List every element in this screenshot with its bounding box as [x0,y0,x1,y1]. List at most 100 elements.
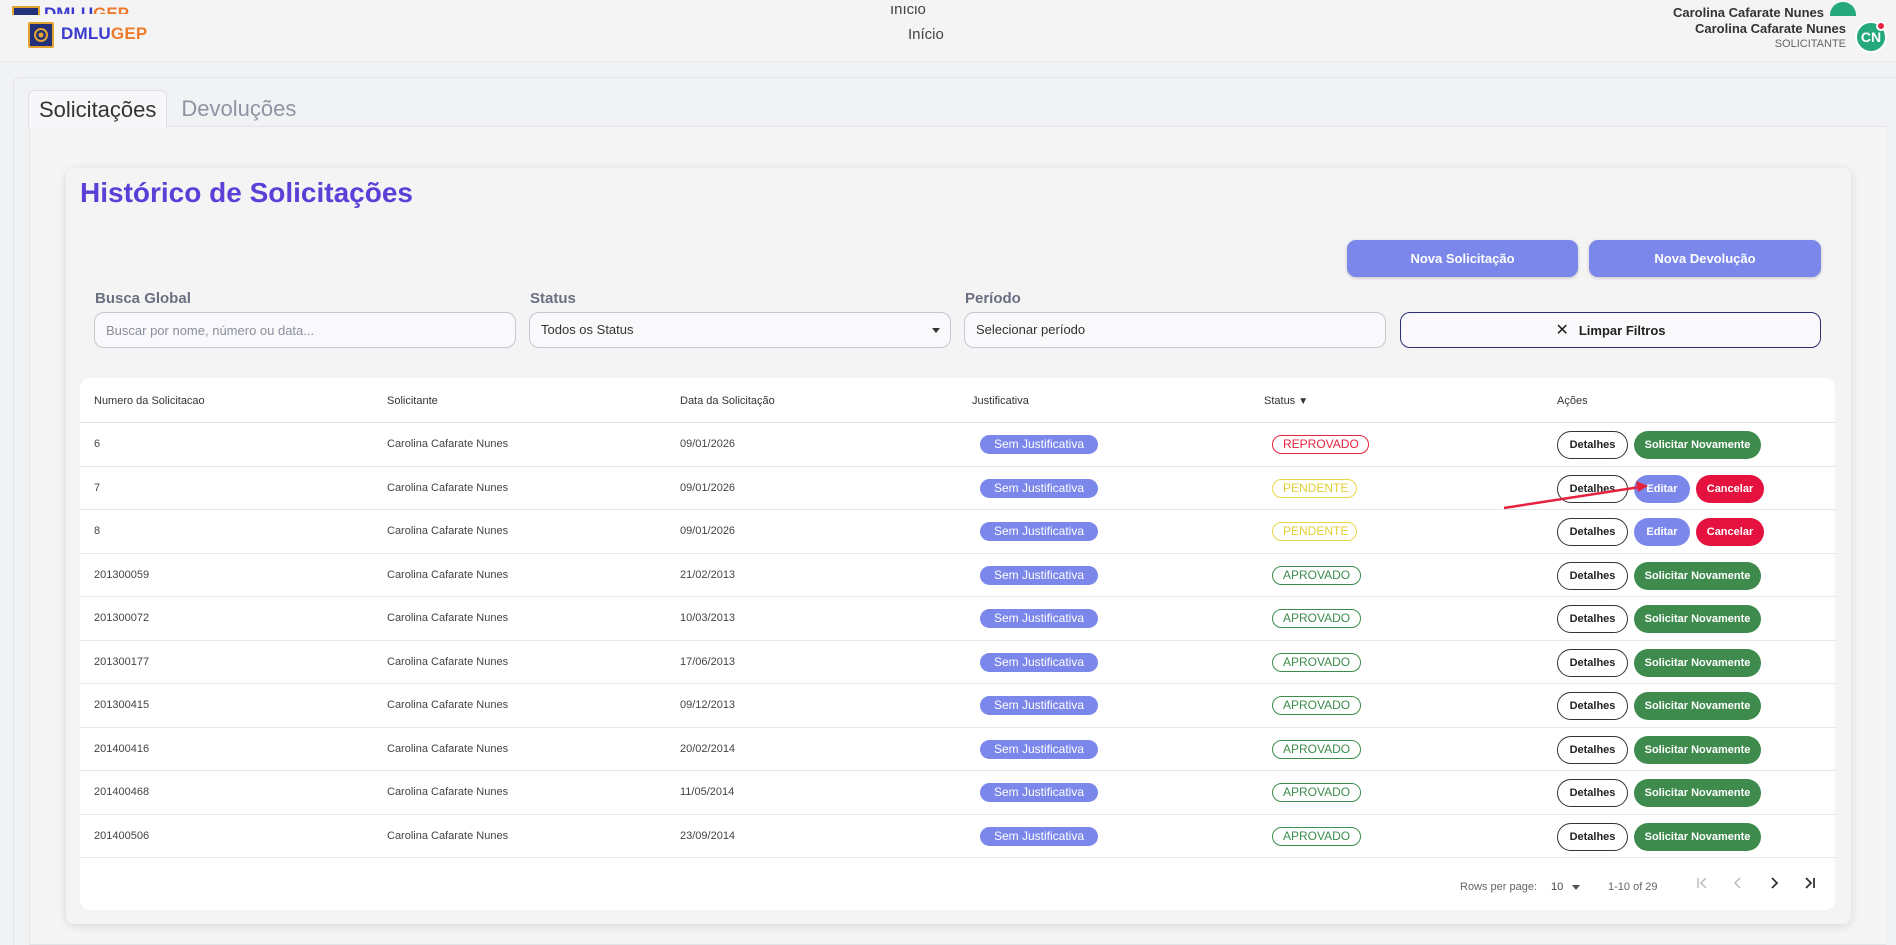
cell-data: 10/03/2013 [680,612,736,624]
cell-numero: 201300059 [94,568,150,581]
justification-badge: Sem Justificativa [980,652,1098,672]
table-row: 201300072 Carolina Cafarate Nunes 10/03/20… [80,597,1835,641]
details-button[interactable]: Detalhes [1557,822,1628,851]
justification-badge: Sem Justificativa [980,783,1098,802]
tab-solicitacoes[interactable]: Solicitações [28,90,168,128]
col-status[interactable]: Status ▼ [1264,395,1308,407]
justification-badge: Sem Justificativa [980,609,1098,628]
cell-solicitante: Carolina Cafarate Nunes [387,481,509,494]
ghost-user-name: Carolina Cafarate Nunes [1673,5,1824,17]
cell-numero: 201300072 [94,612,150,624]
request-again-button[interactable]: Solicitar Novamente [1634,561,1761,590]
cell-numero: 201300415 [94,699,150,711]
cell-solicitante: Carolina Cafarate Nunes [387,829,509,842]
cell-data: 09/01/2026 [680,481,736,494]
pagination-range: 1-10 of 29 [1608,881,1658,893]
sort-desc-icon: ▼ [1298,396,1309,407]
user-name: Carolina Cafarate Nunes [1695,21,1846,36]
cell-numero: 7 [94,481,101,494]
app-brand[interactable]: DMLUGEP [61,24,147,44]
ghost-logo-icon [12,6,40,15]
request-again-button[interactable]: Solicitar Novamente [1634,779,1761,807]
cell-data: 09/01/2026 [680,438,736,450]
ghost-avatar [1830,2,1856,16]
nav-home[interactable]: Início [908,26,944,43]
edit-button[interactable]: Editar [1634,474,1690,503]
cell-data: 09/12/2013 [680,699,736,711]
status-badge: APROVADO [1272,652,1361,672]
details-button[interactable]: Detalhes [1557,735,1628,764]
avatar[interactable]: CN [1855,21,1887,53]
details-button[interactable]: Detalhes [1557,779,1628,807]
cancel-button[interactable]: Cancelar [1696,518,1764,546]
cell-numero: 6 [94,438,101,450]
cell-numero: 8 [94,525,101,537]
table-row: 201400416 Carolina Cafarate Nunes 20/02/20… [80,728,1835,771]
details-button[interactable]: Detalhes [1557,474,1628,503]
request-again-button[interactable]: Solicitar Novamente [1634,822,1761,851]
first-page-icon[interactable] [1692,876,1712,896]
details-button[interactable]: Detalhes [1557,605,1628,633]
table-row: 201400506 Carolina Cafarate Nunes 23/09/20… [80,815,1835,858]
table-row: 6 Carolina Cafarate Nunes 09/01/2026 Sem Ju… [80,423,1835,467]
last-page-icon[interactable] [1800,876,1820,896]
status-select-value: Todos os Status [541,322,634,337]
period-label: Período [965,290,1021,307]
request-again-button[interactable]: Solicitar Novamente [1634,605,1761,633]
pagination-bar: Rows per page: 10 1-10 of 29 [80,860,1835,910]
chevron-right-icon[interactable] [1764,876,1784,896]
new-return-button[interactable]: Nova Devolução [1589,240,1821,277]
table-row: 201300415 Carolina Cafarate Nunes 09/12/20… [80,684,1835,728]
status-badge: APROVADO [1272,826,1361,846]
status-select[interactable]: Todos os Status [529,312,951,348]
cell-numero: 201300177 [94,655,150,668]
details-button[interactable]: Detalhes [1557,518,1628,546]
period-select[interactable]: Selecionar período [964,312,1386,348]
col-justificativa[interactable]: Justificativa [972,395,1029,407]
status-badge: APROVADO [1272,609,1361,628]
cell-numero: 201400416 [94,742,150,755]
brand-part-b: GEP [110,24,148,43]
cell-solicitante: Carolina Cafarate Nunes [387,568,509,581]
clear-filters-button[interactable]: ✕ Limpar Filtros [1400,312,1821,348]
search-label: Busca Global [95,290,191,307]
col-solicitante[interactable]: Solicitante [387,395,438,407]
period-select-value: Selecionar período [976,322,1086,337]
cancel-button[interactable]: Cancelar [1696,474,1764,503]
justification-badge: Sem Justificativa [980,696,1098,715]
ghost-brand: DMLUGEP [44,4,130,14]
cell-solicitante: Carolina Cafarate Nunes [387,655,509,668]
edit-button[interactable]: Editar [1634,518,1690,546]
request-again-button[interactable]: Solicitar Novamente [1634,692,1761,720]
details-button[interactable]: Detalhes [1557,648,1628,677]
search-input[interactable] [94,312,516,348]
col-numero[interactable]: Numero da Solicitacao [94,395,205,407]
justification-badge: Sem Justificativa [980,739,1098,759]
status-badge: APROVADO [1272,565,1361,585]
app-logo-icon[interactable] [28,22,54,48]
chevron-down-icon[interactable] [1572,885,1580,890]
details-button[interactable]: Detalhes [1557,692,1628,720]
request-again-button[interactable]: Solicitar Novamente [1634,735,1761,764]
new-request-button[interactable]: Nova Solicitação [1347,240,1578,277]
col-acoes: Ações [1557,395,1588,407]
details-button[interactable]: Detalhes [1557,431,1628,459]
table-row: 8 Carolina Cafarate Nunes 09/01/2026 Sem Ju… [80,510,1835,554]
cell-solicitante: Carolina Cafarate Nunes [387,612,509,624]
cell-data: 17/06/2013 [680,655,736,668]
cell-data: 20/02/2014 [680,742,736,755]
cell-solicitante: Carolina Cafarate Nunes [387,742,509,755]
status-filter-label: Status [530,290,576,307]
request-again-button[interactable]: Solicitar Novamente [1634,431,1761,459]
status-badge: PENDENTE [1272,478,1357,498]
status-badge: REPROVADO [1272,435,1369,454]
details-button[interactable]: Detalhes [1557,561,1628,590]
cell-solicitante: Carolina Cafarate Nunes [387,699,509,711]
tab-devolucoes[interactable]: Devoluções [181,96,297,121]
table-row: 201300177 Carolina Cafarate Nunes 17/06/20… [80,641,1835,684]
request-again-button[interactable]: Solicitar Novamente [1634,648,1761,677]
rows-per-page-select[interactable]: 10 [1551,881,1564,893]
chevron-left-icon[interactable] [1728,876,1748,896]
col-data[interactable]: Data da Solicitação [680,395,775,407]
status-badge: PENDENTE [1272,522,1357,541]
